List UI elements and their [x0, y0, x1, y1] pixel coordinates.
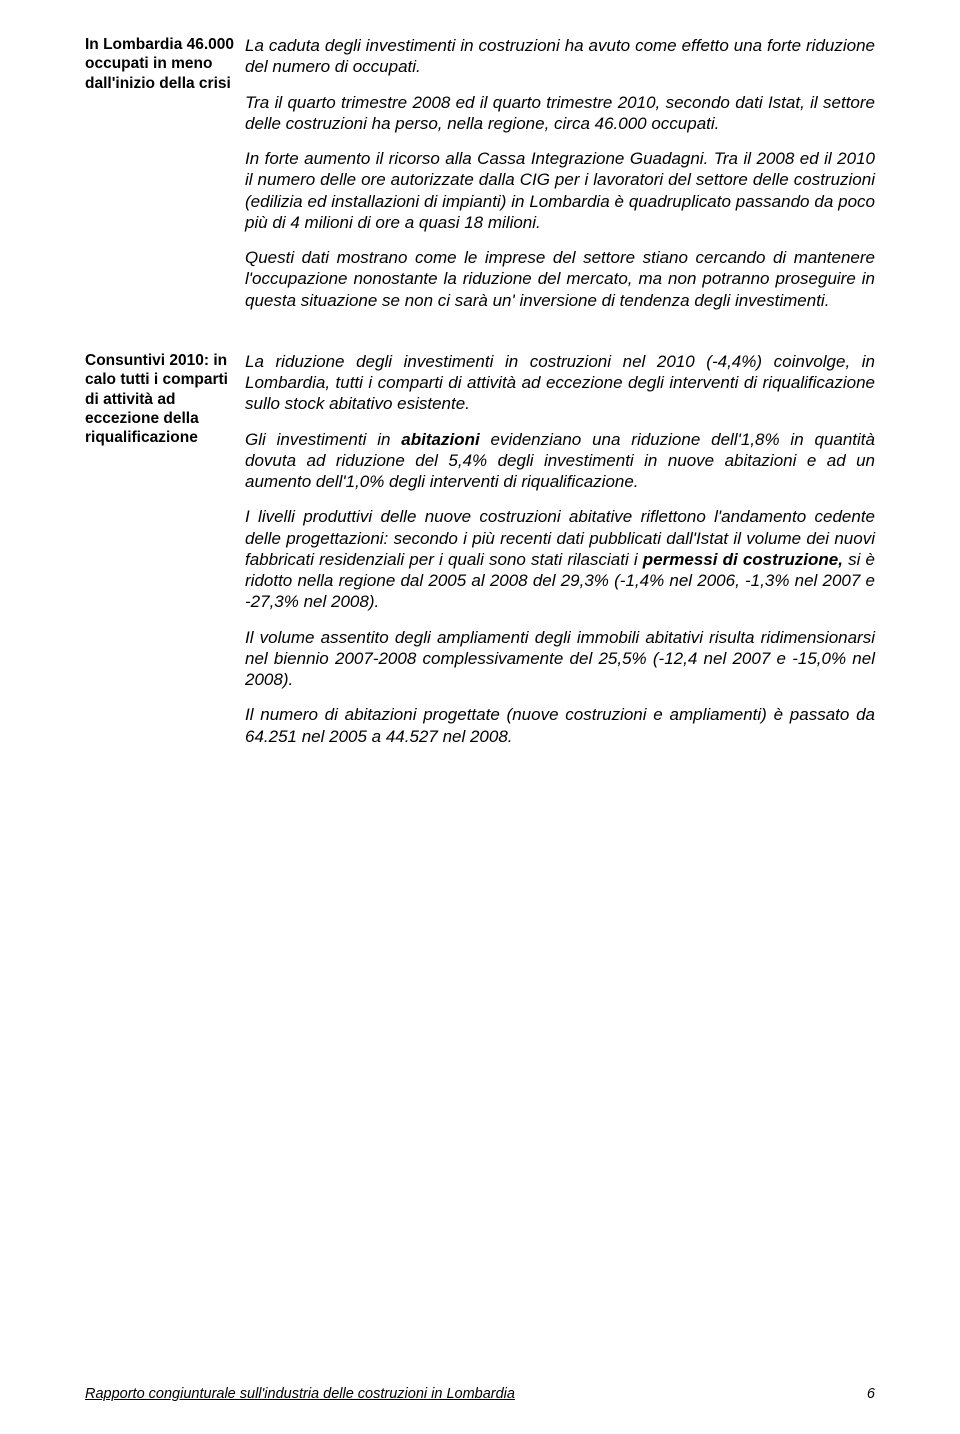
main-col-1: La caduta degli investimenti in costruzi… — [245, 35, 875, 325]
paragraph-8: Il volume assentito degli ampliamenti de… — [245, 627, 875, 691]
row-block-1: In Lombardia 46.000 occupati in meno dal… — [85, 35, 875, 325]
sidebar-1: In Lombardia 46.000 occupati in meno dal… — [85, 35, 245, 93]
footer-title: Rapporto congiunturale sull'industria de… — [85, 1386, 515, 1402]
main-col-2: La riduzione degli investimenti in costr… — [245, 351, 875, 761]
paragraph-2: Tra il quarto trimestre 2008 ed il quart… — [245, 92, 875, 135]
paragraph-7: I livelli produttivi delle nuove costruz… — [245, 506, 875, 612]
paragraph-4: Questi dati mostrano come le imprese del… — [245, 247, 875, 311]
paragraph-5: La riduzione degli investimenti in costr… — [245, 351, 875, 415]
paragraph-7-bold: permessi di costruzione, — [643, 550, 843, 569]
footer: Rapporto congiunturale sull'industria de… — [85, 1386, 875, 1402]
paragraph-6: Gli investimenti in abitazioni evidenzia… — [245, 429, 875, 493]
sidebar-2: Consuntivi 2010: in calo tutti i compart… — [85, 351, 245, 448]
paragraph-6-a: Gli investimenti in — [245, 430, 401, 449]
paragraph-1: La caduta degli investimenti in costruzi… — [245, 35, 875, 78]
side-heading-2: Consuntivi 2010: in calo tutti i compart… — [85, 351, 235, 448]
paragraph-9: Il numero di abitazioni progettate (nuov… — [245, 704, 875, 747]
paragraph-6-bold: abitazioni — [401, 430, 479, 449]
side-heading-1: In Lombardia 46.000 occupati in meno dal… — [85, 35, 235, 93]
paragraph-3: In forte aumento il ricorso alla Cassa I… — [245, 148, 875, 233]
row-block-2: Consuntivi 2010: in calo tutti i compart… — [85, 351, 875, 761]
footer-page-number: 6 — [867, 1386, 875, 1402]
page: In Lombardia 46.000 occupati in meno dal… — [0, 0, 960, 1434]
